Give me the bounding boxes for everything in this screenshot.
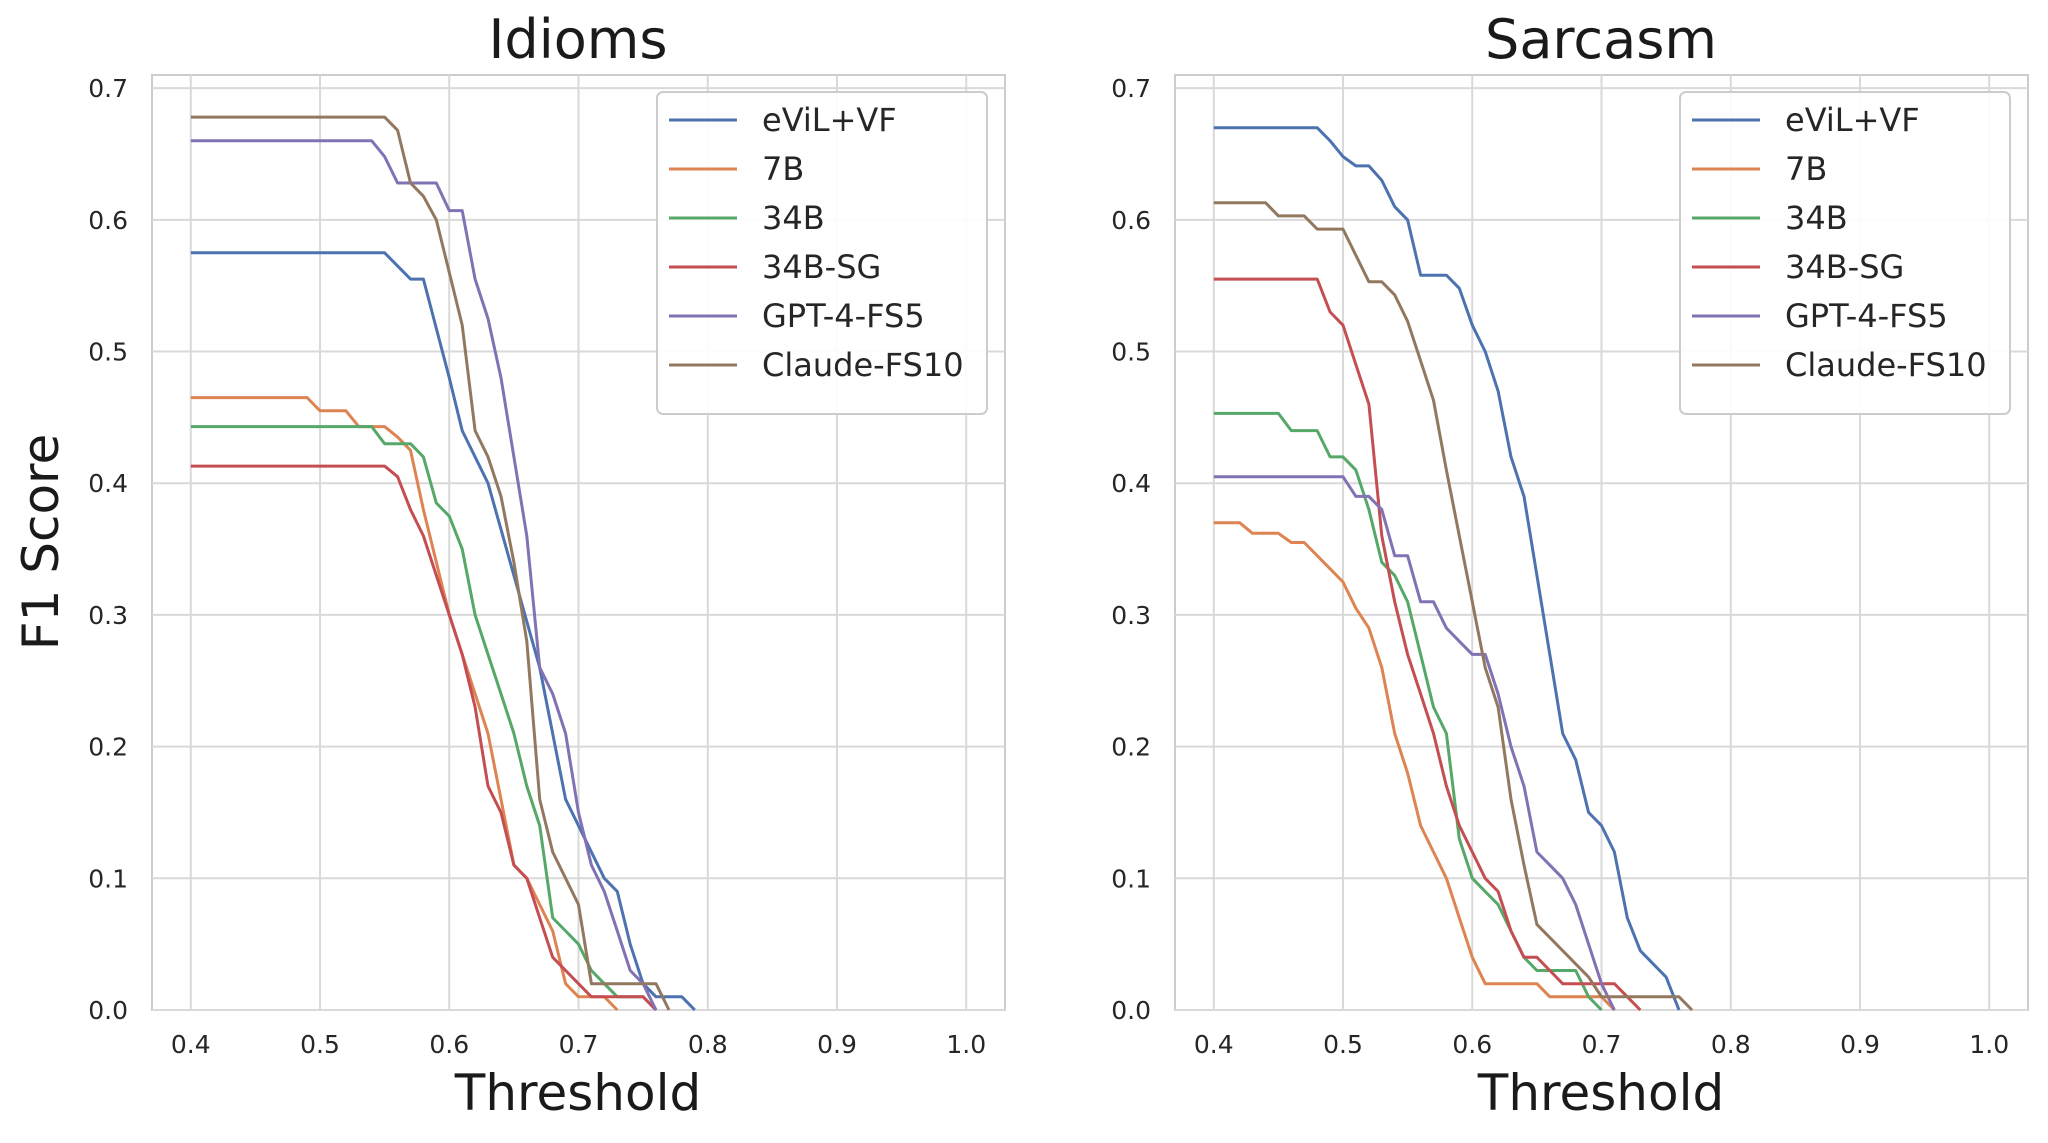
legend-label: 7B	[762, 150, 804, 188]
y-tick-label: 0.7	[1111, 74, 1151, 103]
gridlines	[152, 75, 1005, 1011]
x-tick-label: 0.7	[559, 1030, 599, 1059]
series-line	[1213, 126, 1681, 1011]
y-tick-label: 0.2	[88, 733, 128, 762]
x-tick-label: 0.8	[688, 1030, 728, 1059]
legend-label: 34B	[1785, 199, 1848, 237]
x-tick-label: 0.5	[300, 1030, 340, 1059]
chart-title: Sarcasm	[1485, 8, 1717, 71]
y-tick-label: 0.1	[88, 864, 128, 893]
y-tick-label: 0.3	[1111, 601, 1151, 630]
y-tick-label: 0.6	[1111, 206, 1151, 235]
series-line	[1213, 201, 1694, 1012]
legend-label: eViL+VF	[1785, 101, 1920, 139]
x-tick-label: 0.4	[1194, 1030, 1234, 1059]
x-tick-label: 0.5	[1323, 1030, 1363, 1059]
y-tick-label: 0.2	[1111, 733, 1151, 762]
y-tick-label: 0.7	[88, 74, 128, 103]
series-lines	[1213, 126, 1694, 1012]
legend-label: GPT-4-FS5	[762, 297, 925, 335]
legend-label: eViL+VF	[762, 101, 897, 139]
legend: eViL+VF 7B 34B 34B-SG GPT-4-FS5 Claude-FS10	[1679, 91, 2011, 415]
series-lines	[190, 115, 696, 1012]
x-tick-label: 0.9	[817, 1030, 857, 1059]
x-tick-label: 0.6	[429, 1030, 469, 1059]
legend-label: 34B-SG	[1785, 248, 1904, 286]
x-axis-title: Threshold	[1477, 1064, 1724, 1122]
series-line	[1213, 521, 1616, 1012]
series-line	[1213, 277, 1642, 1012]
y-tick-label: 0.1	[1111, 864, 1151, 893]
series-line	[190, 425, 658, 1012]
chart-panel-idioms: 0.4 0.5 0.6 0.7 0.8 0.9 1.0 0.0 0.1 0.2 0.3 0.4 0.5…	[12, 8, 1006, 1122]
legend-label: 7B	[1785, 150, 1827, 188]
legend-box	[656, 91, 988, 415]
y-tick-label: 0.5	[88, 338, 128, 367]
legend-label: Claude-FS10	[1785, 346, 1987, 384]
legend-label: GPT-4-FS5	[1785, 297, 1948, 335]
series-line	[190, 115, 671, 1011]
y-tick-label: 0.4	[1111, 469, 1151, 498]
legend-box	[1679, 91, 2011, 415]
series-line	[190, 139, 658, 1011]
x-tick-label: 0.6	[1452, 1030, 1492, 1059]
series-line	[190, 396, 619, 1012]
y-tick-label: 0.6	[88, 206, 128, 235]
series-line	[190, 464, 658, 1012]
y-tick-labels: 0.0 0.1 0.2 0.3 0.4 0.5 0.6 0.7	[88, 74, 128, 1025]
legend-label: 34B-SG	[762, 248, 881, 286]
x-tick-label: 1.0	[1969, 1030, 2009, 1059]
series-line	[1213, 475, 1616, 1011]
x-tick-label: 0.8	[1711, 1030, 1751, 1059]
chart-panel-sarcasm: 0.4 0.5 0.6 0.7 0.8 0.9 1.0 0.0 0.1 0.2 0.3 0.4 0.5…	[1111, 8, 2029, 1122]
y-axis-title: F1 Score	[12, 434, 70, 651]
series-line	[190, 251, 696, 1012]
x-tick-labels: 0.4 0.5 0.6 0.7 0.8 0.9 1.0	[171, 1030, 986, 1059]
y-tick-label: 0.3	[88, 601, 128, 630]
x-tick-label: 0.4	[171, 1030, 211, 1059]
x-tick-label: 1.0	[946, 1030, 986, 1059]
y-tick-labels: 0.0 0.1 0.2 0.3 0.4 0.5 0.6 0.7	[1111, 74, 1151, 1025]
legend: eViL+VF 7B 34B 34B-SG GPT-4-FS5 Claude-FS10	[656, 91, 988, 415]
y-tick-label: 0.0	[88, 996, 128, 1025]
series-line	[1213, 411, 1603, 1012]
x-axis-title: Threshold	[454, 1064, 701, 1122]
y-tick-label: 0.4	[88, 469, 128, 498]
chart-title: Idioms	[489, 8, 668, 71]
y-tick-label: 0.5	[1111, 338, 1151, 367]
x-tick-labels: 0.4 0.5 0.6 0.7 0.8 0.9 1.0	[1194, 1030, 2009, 1059]
legend-label: 34B	[762, 199, 825, 237]
legend-label: Claude-FS10	[762, 346, 964, 384]
y-tick-label: 0.0	[1111, 996, 1151, 1025]
x-tick-label: 0.9	[1840, 1030, 1880, 1059]
x-tick-label: 0.7	[1582, 1030, 1622, 1059]
